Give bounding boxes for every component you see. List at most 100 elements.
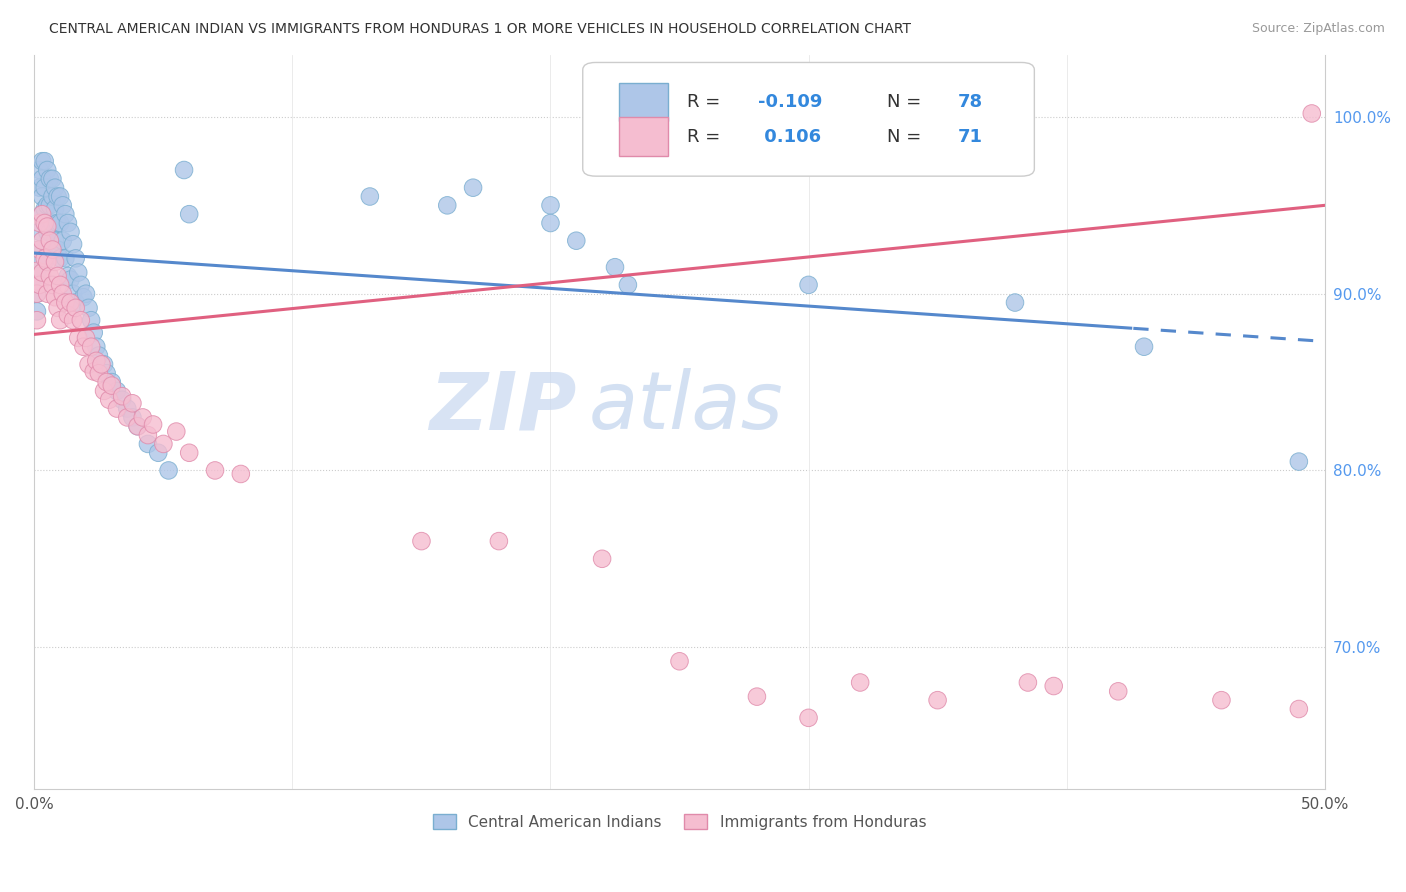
Point <box>38 171 60 186</box>
Point <box>31 234 53 248</box>
Point <box>65 252 87 266</box>
FancyBboxPatch shape <box>619 118 668 155</box>
Point <box>565 234 588 248</box>
Point <box>34 216 56 230</box>
Point <box>49 216 72 230</box>
Point <box>77 358 100 372</box>
Point <box>1288 702 1310 716</box>
Text: N =: N = <box>887 128 928 145</box>
Point <box>62 286 84 301</box>
Point <box>80 340 103 354</box>
Point <box>148 446 170 460</box>
Point <box>87 349 110 363</box>
Point <box>540 216 562 230</box>
Point <box>34 252 56 266</box>
Point <box>157 463 180 477</box>
Point <box>111 392 134 407</box>
Point <box>165 425 187 439</box>
Point <box>93 358 115 372</box>
Point <box>65 295 87 310</box>
Point <box>127 419 149 434</box>
Point <box>93 384 115 398</box>
Point <box>83 364 105 378</box>
Point <box>37 163 59 178</box>
Point <box>67 331 90 345</box>
Point <box>84 340 107 354</box>
Point <box>105 384 128 398</box>
Text: N =: N = <box>887 93 928 112</box>
Point <box>34 202 56 216</box>
Point <box>101 378 124 392</box>
Point <box>41 277 63 292</box>
Point <box>67 265 90 279</box>
Point <box>31 207 53 221</box>
Point <box>49 252 72 266</box>
Point <box>49 313 72 327</box>
Point <box>38 198 60 212</box>
Point <box>1301 106 1323 120</box>
Point <box>142 417 165 432</box>
Point <box>38 225 60 239</box>
Point <box>44 180 66 194</box>
Point <box>44 290 66 304</box>
Point <box>49 277 72 292</box>
Point <box>41 216 63 230</box>
Point <box>617 277 640 292</box>
Point <box>96 366 118 380</box>
Point <box>105 401 128 416</box>
Point <box>49 189 72 203</box>
Text: R =: R = <box>688 128 727 145</box>
Point <box>28 225 51 239</box>
Point <box>117 410 139 425</box>
Point <box>28 216 51 230</box>
Point <box>31 265 53 279</box>
Point <box>28 180 51 194</box>
Point <box>41 243 63 257</box>
Point <box>745 690 768 704</box>
Point <box>25 286 48 301</box>
Point <box>111 389 134 403</box>
Point <box>121 410 143 425</box>
Point <box>28 163 51 178</box>
Point <box>44 234 66 248</box>
Text: Source: ZipAtlas.com: Source: ZipAtlas.com <box>1251 22 1385 36</box>
Point <box>136 437 159 451</box>
Point <box>603 260 626 275</box>
Point <box>37 225 59 239</box>
Point <box>1211 693 1233 707</box>
Point <box>38 234 60 248</box>
Point <box>1004 295 1026 310</box>
Point <box>59 295 82 310</box>
Point <box>117 401 139 416</box>
Text: 0.106: 0.106 <box>758 128 821 145</box>
Text: atlas: atlas <box>589 368 785 446</box>
Text: 78: 78 <box>959 93 983 112</box>
Point <box>44 255 66 269</box>
Point <box>127 419 149 434</box>
Point <box>101 375 124 389</box>
Point <box>31 154 53 169</box>
Point <box>1133 340 1156 354</box>
Point <box>797 711 820 725</box>
Point <box>31 189 53 203</box>
Point <box>28 243 51 257</box>
Point <box>132 410 155 425</box>
Point <box>77 301 100 315</box>
Point <box>53 252 76 266</box>
Point <box>25 252 48 266</box>
Point <box>62 237 84 252</box>
Point <box>25 268 48 283</box>
FancyBboxPatch shape <box>582 62 1035 176</box>
Point <box>87 366 110 380</box>
Point <box>46 189 69 203</box>
Point <box>37 255 59 269</box>
Point <box>65 301 87 315</box>
FancyBboxPatch shape <box>619 83 668 121</box>
Point <box>96 375 118 389</box>
Point <box>44 202 66 216</box>
Point <box>179 446 201 460</box>
Point <box>53 295 76 310</box>
Point <box>411 534 433 549</box>
Point <box>41 189 63 203</box>
Text: 71: 71 <box>959 128 983 145</box>
